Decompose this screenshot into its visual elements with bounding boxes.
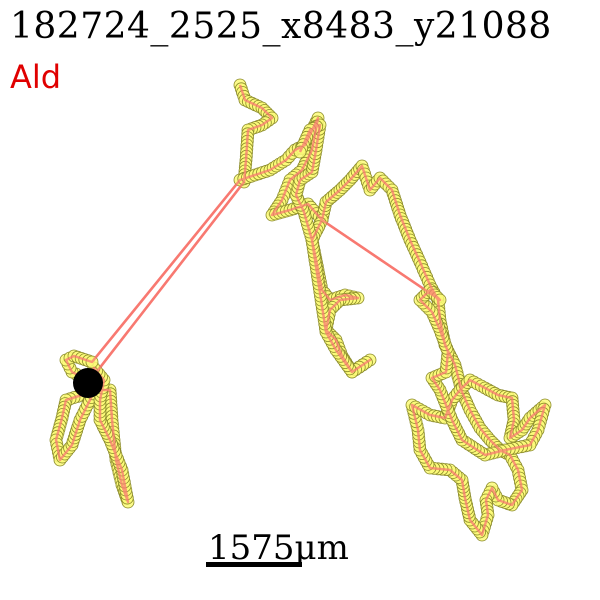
trajectory-markers: [50, 79, 551, 541]
start-point-marker: [73, 368, 103, 398]
scale-bar: [206, 562, 302, 567]
